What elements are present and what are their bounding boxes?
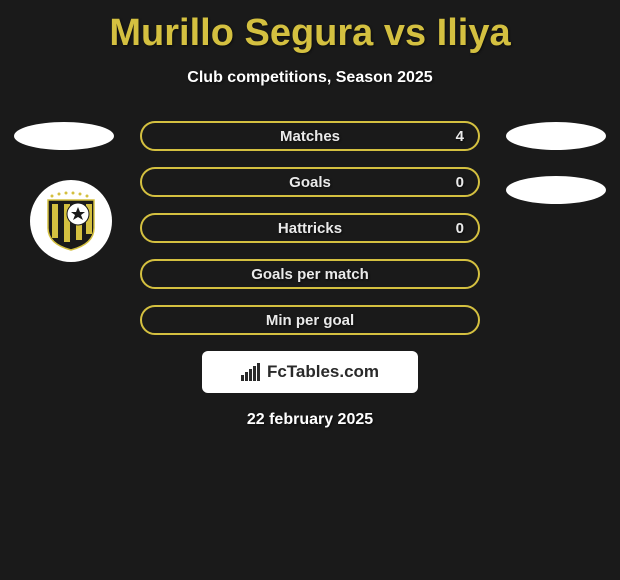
stat-label: Goals — [142, 174, 478, 191]
page-subtitle: Club competitions, Season 2025 — [0, 69, 620, 87]
stat-row-goals-per-match: Goals per match — [140, 259, 480, 289]
bars-icon — [241, 363, 263, 381]
stat-label: Min per goal — [142, 312, 478, 329]
stat-right-value: 0 — [456, 174, 464, 191]
stat-row-matches: Matches 4 — [140, 121, 480, 151]
stat-row-goals: Goals 0 — [140, 167, 480, 197]
stat-label: Matches — [142, 128, 478, 145]
stat-right-value: 4 — [456, 128, 464, 145]
stat-label: Hattricks — [142, 220, 478, 237]
stat-row-hattricks: Hattricks 0 — [140, 213, 480, 243]
brand-label: FcTables.com — [241, 362, 379, 382]
stats-table: Matches 4 Goals 0 Hattricks 0 Goals per … — [0, 121, 620, 335]
brand-footer-box: FcTables.com — [202, 351, 418, 393]
date-text: 22 february 2025 — [0, 411, 620, 429]
stat-label: Goals per match — [142, 266, 478, 283]
brand-text: FcTables.com — [267, 362, 379, 382]
page-title: Murillo Segura vs Iliya — [0, 0, 620, 55]
stat-right-value: 0 — [456, 220, 464, 237]
stat-row-min-per-goal: Min per goal — [140, 305, 480, 335]
